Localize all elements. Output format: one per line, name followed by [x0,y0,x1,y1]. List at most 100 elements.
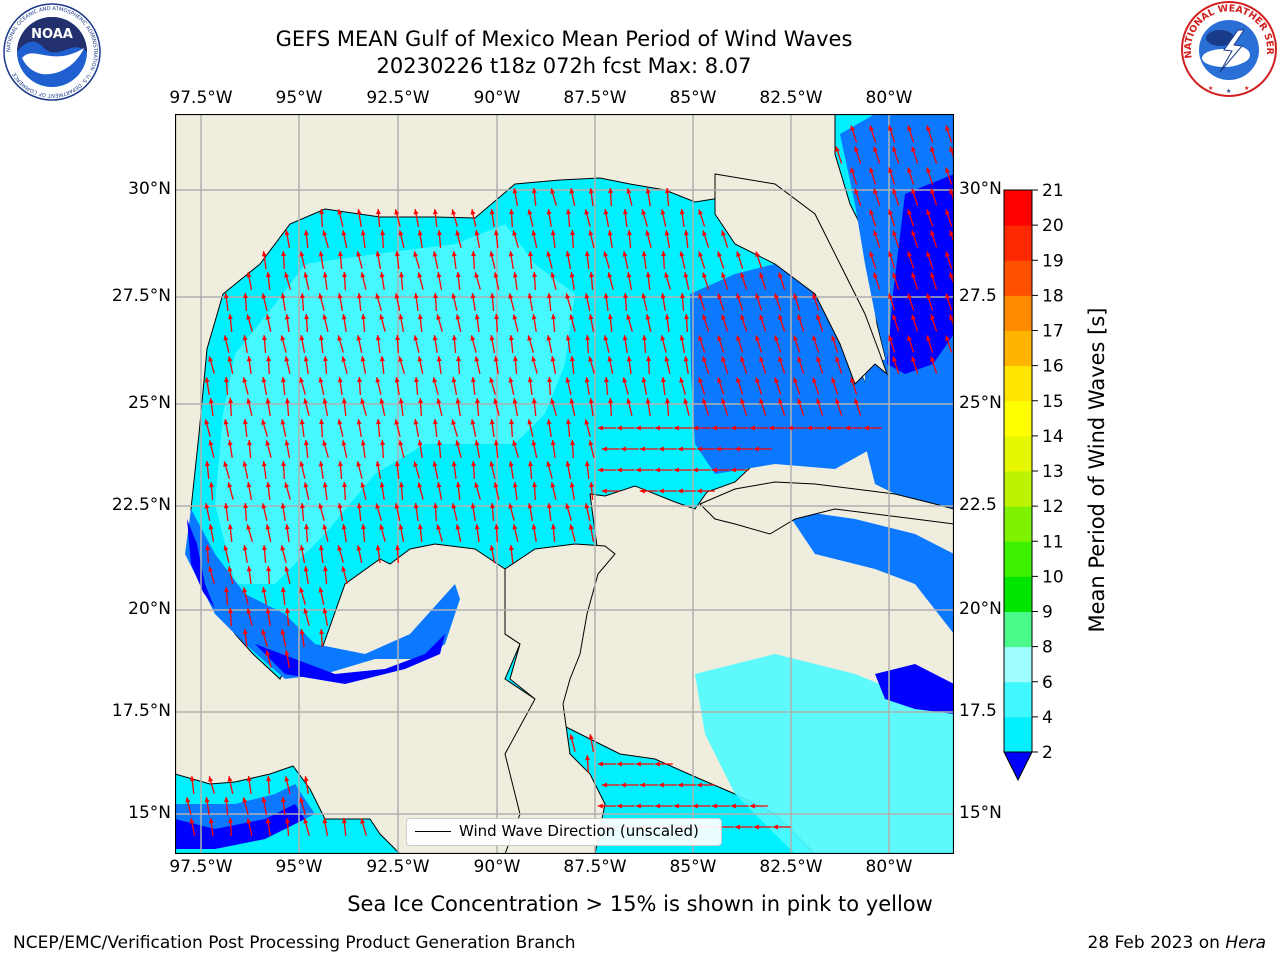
wind-wave-arrowhead [911,146,916,152]
wind-wave-arrowhead [303,440,309,446]
wind-wave-arrowhead [455,440,461,446]
wind-wave-arrowhead [246,776,252,782]
wind-wave-arrowhead [844,425,850,431]
wind-wave-arrowhead [299,251,305,257]
wind-wave-arrowhead [246,566,252,572]
wind-wave-arrowhead [398,314,404,320]
wind-wave-arrowhead [869,251,874,257]
nws-star-mid: ★ [1226,88,1231,95]
wind-wave-arrowhead [318,335,324,341]
wind-wave-arrowhead [683,356,689,362]
wind-wave-arrowhead [281,251,287,257]
wind-wave-arrowhead [205,545,211,551]
wind-wave-arrowhead [664,356,670,362]
colorbar-segment-9 [1004,400,1032,437]
wind-wave-arrowhead [228,818,234,824]
colorbar-segment-1 [1004,681,1032,718]
wind-wave-arrowhead [474,314,480,320]
wind-wave-arrowhead [664,272,670,278]
wind-wave-arrowhead [455,230,461,236]
wind-wave-arrowhead [375,503,381,509]
wind-wave-arrowhead [284,524,290,530]
wind-wave-arrowhead [322,314,328,320]
wind-wave-arrowhead [341,356,347,362]
wind-wave-arrowhead [394,377,400,383]
wind-wave-arrowhead [717,335,722,341]
colorbar-segment-3 [1004,611,1032,648]
footer-date: 28 Feb 2023 on Hera [1088,933,1266,953]
wind-wave-arrowhead [622,251,628,257]
blue-region-florida-strait [865,344,954,514]
wind-wave-arrowhead [242,587,248,593]
wind-wave-arrowhead [531,440,537,446]
wind-wave-arrowhead [489,545,495,551]
wind-wave-arrowhead [227,440,233,446]
wind-wave-arrowhead [597,761,603,767]
wind-wave-arrowhead [892,356,897,362]
wind-wave-arrowhead [774,293,779,299]
wind-wave-arrowhead [692,467,698,473]
wind-wave-arrowhead [265,440,271,446]
wind-wave-arrowhead [398,524,404,530]
wind-wave-arrowhead [360,356,366,362]
wind-wave-arrowhead [284,356,290,362]
wind-wave-arrowhead [375,293,381,299]
wind-wave-arrowhead [531,314,537,320]
wind-wave-arrowhead [679,251,685,257]
wind-wave-arrowhead [432,209,438,215]
wind-wave-arrowhead [873,146,878,152]
wind-wave-arrowhead [455,482,461,488]
lat-tick-right-0: 30°N [959,179,1002,199]
wind-wave-arrowhead [793,377,798,383]
lat-tick-right-4: 20°N [959,599,1002,619]
wind-wave-arrowhead [493,230,499,236]
wind-wave-arrowhead [417,440,423,446]
colorbar-segment-15 [1004,190,1032,226]
wind-wave-arrowhead [658,782,664,788]
wind-wave-arrowhead [436,314,442,320]
wind-wave-arrowhead [639,446,645,452]
wind-wave-arrowhead [812,335,817,341]
wind-wave-arrowhead [907,125,912,131]
wind-wave-arrowhead [489,335,495,341]
wind-wave-arrowhead [546,293,552,299]
wind-wave-arrowhead [926,335,931,341]
wind-wave-arrowhead [588,272,594,278]
wind-wave-arrowhead [588,398,594,404]
wind-wave-arrowhead [740,272,745,278]
wind-wave-arrowhead [337,209,343,215]
wind-wave-arrowhead [721,272,726,278]
wind-wave-arrowhead [759,356,764,362]
wind-wave-arrowhead [398,272,404,278]
wind-wave-arrowhead [379,356,385,362]
wind-wave-arrowhead [623,293,629,299]
wind-wave-arrowhead [375,545,381,551]
wind-wave-arrowhead [797,356,802,362]
wind-wave-arrowhead [926,125,931,131]
wind-wave-arrowhead [603,335,609,341]
wind-wave-arrowhead [603,293,609,299]
wind-wave-arrowhead [398,482,404,488]
wind-wave-arrowhead [341,314,347,320]
wind-wave-arrowhead [489,209,495,215]
wind-wave-arrowhead [945,209,950,215]
deep-blue-region-pacific [175,804,305,849]
wind-wave-arrowhead [702,356,707,362]
wind-wave-arrowhead [715,446,721,452]
wind-wave-arrowhead [489,251,495,257]
wind-wave-arrowhead [413,377,419,383]
wind-wave-arrowhead [243,503,249,509]
wind-wave-arrowhead [303,230,309,236]
wind-wave-arrowhead [246,818,252,824]
wind-wave-arrowhead [570,440,576,446]
colorbar-segment-5 [1004,541,1032,577]
colorbar-tick-label: 11 [1042,532,1064,552]
wind-wave-arrowhead [261,335,267,341]
deep-blue-region-east [887,174,954,374]
wind-wave-arrowhead [892,146,897,152]
deep-blue-region-southwest [255,634,445,684]
wind-wave-arrowhead [641,335,647,341]
wind-wave-arrowhead [451,209,457,215]
wind-wave-arrowhead [660,335,666,341]
wind-wave-arrowhead [717,293,722,299]
